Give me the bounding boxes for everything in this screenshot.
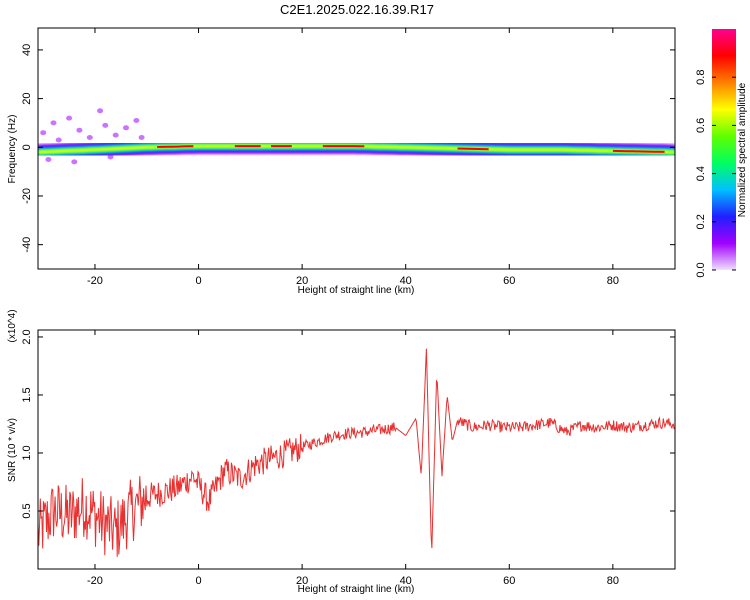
spectrogram-speckle <box>107 154 114 160</box>
spectrogram-y-label: Frequency (Hz) <box>7 115 18 184</box>
snr-x-tick-label: 20 <box>296 575 308 587</box>
figure-title: C2E1.2025.022.16.39.R17 <box>280 2 434 17</box>
spectrogram-x-label: Height of straight line (km) <box>298 285 415 296</box>
spectrogram-y-ticks: -40 -20 0 20 40 <box>21 44 675 253</box>
colorbar-tick-label: 0.2 <box>695 214 707 229</box>
colorbar-tick-label: 0.6 <box>695 118 707 133</box>
snr-background <box>38 330 675 569</box>
snr-y-multiplier: (x10^4) <box>7 309 18 342</box>
colorbar-tick-label: 0.0 <box>695 262 707 277</box>
colorbar-label: Normalized spectral amplitude <box>737 82 748 217</box>
spectrogram-y-tick-label: -20 <box>21 188 33 204</box>
spectrogram-speckle <box>97 108 104 114</box>
spectrogram-peak-segment <box>612 149 665 153</box>
spectrogram-speckle <box>112 132 119 138</box>
spectrogram-marks <box>38 108 675 165</box>
spectrogram-y-tick-label: 40 <box>21 44 33 56</box>
spectrogram-speckle <box>50 120 57 126</box>
snr-y-tick-label: 0.5 <box>21 503 33 518</box>
spectrogram-speckle <box>133 118 140 123</box>
snr-frame <box>37 329 676 570</box>
snr-x-ticks: -20 0 20 40 60 80 <box>87 330 619 587</box>
spectrogram-peak-segment <box>457 147 489 151</box>
colorbar-gradient <box>712 29 736 270</box>
spectrogram-speckle <box>86 135 93 140</box>
spectrogram-speckle <box>55 137 62 143</box>
spectrogram-speckle <box>123 125 129 131</box>
spectrogram-frame <box>37 27 676 270</box>
spectrogram-panel: -20 0 20 40 60 80 -40 -20 0 20 40 Height of strai… <box>7 27 676 296</box>
snr-y-label: SNR (10 * v/v) <box>7 418 18 482</box>
snr-y-tick-label: 1.5 <box>21 387 33 402</box>
spectrogram-speckle <box>76 127 83 133</box>
snr-series-line <box>38 348 675 557</box>
snr-x-tick-label: 80 <box>607 575 619 587</box>
snr-panel: -20 0 20 40 60 80 0.5 1.0 1.5 2.0 Height of stra… <box>7 309 676 595</box>
spectrogram-y-tick-label: 0 <box>21 144 33 150</box>
snr-x-tick-label: 60 <box>503 575 515 587</box>
spectrogram-x-tick-label: 20 <box>296 275 308 287</box>
snr-x-tick-label: -20 <box>87 575 103 587</box>
spectrogram-x-tick-label: 80 <box>607 275 619 287</box>
spectrogram-x-tick-label: -20 <box>87 275 103 287</box>
snr-x-tick-label: 40 <box>400 575 412 587</box>
spectrogram-peak-segment <box>157 145 194 148</box>
spectrogram-x-tick-label: 60 <box>503 275 515 287</box>
spectrogram-y-tick-label: 20 <box>21 92 33 104</box>
colorbar-ticks: 0.0 0.2 0.4 0.6 0.8 <box>695 70 736 278</box>
spectrogram-y-tick-label: -40 <box>21 237 33 253</box>
spectrogram-speckle <box>40 130 47 136</box>
snr-y-tick-label: 2.0 <box>21 329 33 344</box>
spectrogram-speckle <box>138 135 145 140</box>
snr-x-label: Height of straight line (km) <box>298 584 415 595</box>
spectrogram-x-ticks: -20 0 20 40 60 80 <box>87 28 619 287</box>
spectrogram-speckle <box>71 159 78 165</box>
snr-y-ticks: 0.5 1.0 1.5 2.0 <box>21 329 675 519</box>
spectrogram-x-tick-label: 40 <box>400 275 412 287</box>
snr-y-tick-label: 1.0 <box>21 445 33 460</box>
spectrogram-speckle <box>45 157 52 162</box>
colorbar-tick-label: 0.4 <box>695 166 707 181</box>
colorbar-tick-label: 0.8 <box>695 70 707 85</box>
colorbar: 0.0 0.2 0.4 0.6 0.8 Normalized spectral ampl… <box>695 29 748 278</box>
snr-x-tick-label: 0 <box>195 575 201 587</box>
spectrogram-x-tick-label: 0 <box>195 275 201 287</box>
spectrogram-speckle <box>102 122 109 128</box>
spectrogram-speckle <box>66 115 73 121</box>
